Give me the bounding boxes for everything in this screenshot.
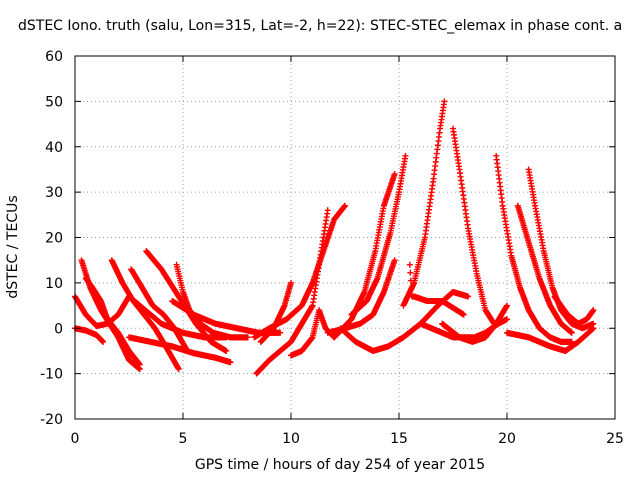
data-point [408, 285, 415, 292]
y-axis-label: dSTEC / TECUs [5, 195, 21, 299]
data-point [223, 347, 230, 354]
axis-ticks: 0 5 10 15 20 25 -20 -10 0 10 20 30 40 50 60 [40, 49, 624, 447]
data-point [324, 207, 331, 214]
data-series [514, 202, 575, 336]
grid [75, 56, 615, 419]
data-point [590, 325, 597, 332]
data-point [342, 202, 348, 209]
data-point [568, 329, 575, 336]
data-series [324, 257, 398, 336]
data-series [504, 325, 597, 354]
x-tick-label: 10 [282, 431, 300, 447]
data-series [251, 202, 348, 341]
data-point [465, 293, 472, 300]
data-point [391, 257, 398, 264]
x-tick-label: 0 [71, 431, 80, 447]
data-point [244, 334, 251, 341]
data-point [441, 98, 448, 105]
data-series [450, 125, 498, 327]
data-series [143, 248, 230, 354]
data-series [439, 302, 510, 345]
data-point [391, 170, 398, 177]
data-point [590, 307, 597, 314]
x-tick-label: 5 [179, 431, 188, 447]
y-tick-label: -20 [40, 412, 63, 428]
data-point [402, 152, 409, 159]
data-point [460, 311, 467, 318]
data-series [493, 152, 575, 345]
data-series [400, 98, 448, 309]
data-series [406, 261, 467, 318]
data-series [108, 257, 182, 373]
data-point [407, 269, 414, 276]
data-point [136, 361, 143, 368]
data-series [337, 288, 472, 354]
data-point [504, 316, 510, 323]
y-tick-label: 0 [54, 321, 63, 337]
data-point [504, 302, 510, 309]
data-series [253, 207, 331, 377]
data-series [551, 293, 597, 327]
y-tick-label: 60 [45, 49, 63, 65]
data-point [277, 329, 284, 336]
data-series [126, 334, 234, 366]
y-tick-label: 40 [45, 140, 63, 156]
x-tick-label: 15 [390, 431, 408, 447]
data-point [100, 338, 107, 345]
x-axis-label: GPS time / hours of day 254 of year 2015 [194, 457, 486, 473]
y-tick-label: -10 [40, 367, 63, 383]
data-markers [72, 98, 597, 377]
data-series [331, 170, 398, 341]
chart-title: dSTEC Iono. truth (salu, Lon=315, Lat=-2… [18, 18, 623, 34]
data-point [175, 366, 182, 373]
data-series [82, 275, 143, 368]
data-point [227, 359, 234, 366]
data-series [348, 152, 409, 318]
data-series [72, 325, 107, 345]
y-tick-label: 20 [45, 231, 63, 247]
data-point [288, 279, 294, 286]
y-tick-label: 10 [45, 276, 63, 292]
data-series [417, 316, 510, 341]
data-point [407, 277, 414, 284]
y-tick-label: 50 [45, 94, 63, 110]
data-point [406, 261, 413, 268]
x-tick-label: 20 [498, 431, 516, 447]
data-series [257, 279, 294, 345]
x-tick-label: 25 [606, 431, 624, 447]
y-tick-label: 30 [45, 185, 63, 201]
